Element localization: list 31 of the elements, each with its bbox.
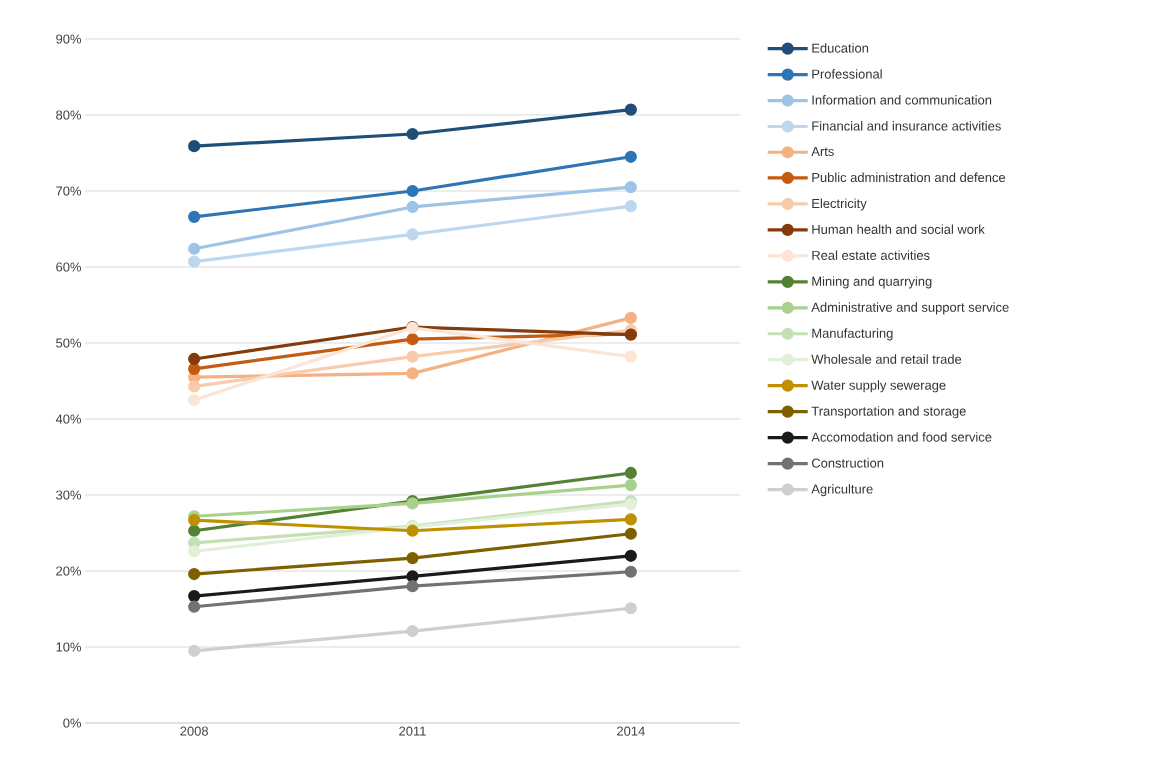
legend-label: Public administration and defence <box>812 172 1006 183</box>
legend-label: Information and communication <box>812 95 992 105</box>
legend-label: Financial and insurance activities <box>812 121 1001 131</box>
y-tick-label: 40% <box>55 414 82 424</box>
legend-label: Water supply sewerage <box>811 380 946 393</box>
legend-label: Mining and quarrying <box>812 276 932 289</box>
y-tick-label: 80% <box>56 110 82 120</box>
legend-label: Arts <box>811 147 834 157</box>
legend-label: Electricity <box>812 198 867 211</box>
legend-label: Professional <box>812 69 882 79</box>
legend-label: Administrative and support service <box>811 302 1009 315</box>
legend-label: Construction <box>811 458 884 468</box>
y-tick-label: 10% <box>56 642 82 652</box>
legend-label: Real estate activities <box>812 250 930 260</box>
legend-label: Transportation and storage <box>811 406 966 419</box>
y-tick-label: 20% <box>56 566 82 576</box>
x-tick-label: 2011 <box>399 726 426 736</box>
y-tick-label: 60% <box>56 262 82 272</box>
y-tick-label: 90% <box>56 34 82 44</box>
y-tick-label: 0% <box>63 718 82 728</box>
legend-label: Education <box>812 43 869 53</box>
legend-label: Manufacturing <box>812 328 893 341</box>
x-tick-label: 2008 <box>180 726 209 736</box>
y-tick-label: 50% <box>56 338 82 348</box>
legend-label: Accomodation and food service <box>811 432 992 442</box>
y-tick-label: 30% <box>56 490 82 500</box>
x-tick-label: 2014 <box>617 726 645 736</box>
legend-label: Agriculture <box>811 484 873 497</box>
legend-label: Human health and social work <box>812 224 985 234</box>
y-tick-label: 70% <box>56 186 82 196</box>
legend-label: Wholesale and retail trade <box>811 354 962 364</box>
